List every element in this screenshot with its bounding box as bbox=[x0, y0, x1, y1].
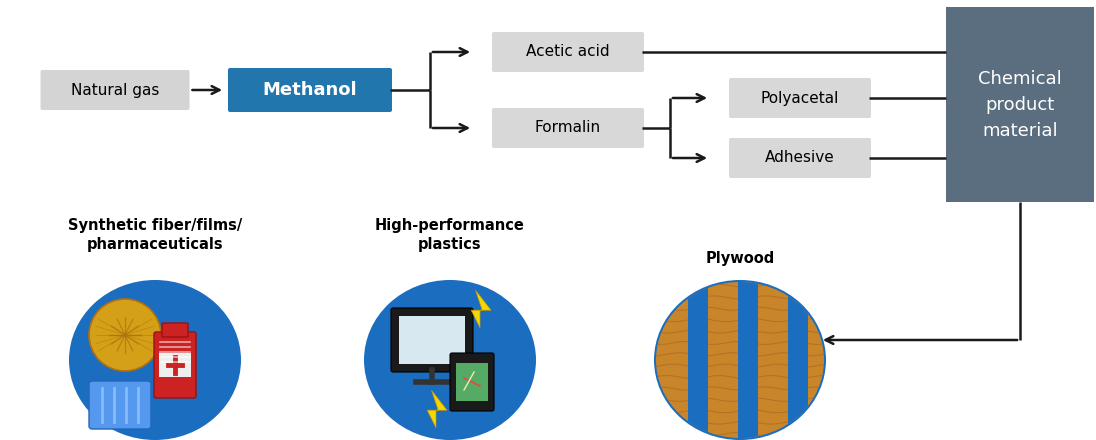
FancyBboxPatch shape bbox=[89, 381, 151, 429]
FancyBboxPatch shape bbox=[492, 108, 644, 148]
FancyBboxPatch shape bbox=[399, 316, 465, 364]
FancyBboxPatch shape bbox=[729, 138, 871, 178]
Text: Adhesive: Adhesive bbox=[765, 150, 835, 165]
FancyBboxPatch shape bbox=[729, 78, 871, 118]
FancyBboxPatch shape bbox=[492, 32, 644, 72]
Ellipse shape bbox=[69, 280, 241, 440]
Text: Acetic acid: Acetic acid bbox=[526, 44, 609, 59]
Text: Natural gas: Natural gas bbox=[71, 82, 159, 98]
Text: Methanol: Methanol bbox=[263, 81, 357, 99]
FancyBboxPatch shape bbox=[391, 308, 473, 372]
FancyBboxPatch shape bbox=[456, 363, 488, 401]
Text: High-performance
plastics: High-performance plastics bbox=[375, 218, 525, 252]
FancyBboxPatch shape bbox=[159, 353, 191, 377]
FancyBboxPatch shape bbox=[155, 332, 196, 398]
Text: Formalin: Formalin bbox=[535, 121, 601, 136]
FancyBboxPatch shape bbox=[688, 282, 708, 438]
FancyBboxPatch shape bbox=[162, 323, 189, 337]
FancyBboxPatch shape bbox=[738, 282, 758, 438]
FancyBboxPatch shape bbox=[450, 353, 494, 411]
Text: Chemical
product
material: Chemical product material bbox=[978, 70, 1062, 140]
Polygon shape bbox=[427, 390, 447, 428]
Polygon shape bbox=[471, 290, 491, 328]
Text: Synthetic fiber/films/
pharmaceuticals: Synthetic fiber/films/ pharmaceuticals bbox=[68, 218, 242, 252]
FancyBboxPatch shape bbox=[228, 68, 392, 112]
Ellipse shape bbox=[654, 280, 826, 440]
Text: Polyacetal: Polyacetal bbox=[761, 91, 840, 106]
Text: Plywood: Plywood bbox=[706, 251, 775, 266]
Ellipse shape bbox=[364, 280, 536, 440]
FancyBboxPatch shape bbox=[657, 282, 824, 438]
FancyBboxPatch shape bbox=[946, 7, 1094, 202]
FancyBboxPatch shape bbox=[788, 282, 808, 438]
FancyBboxPatch shape bbox=[41, 70, 190, 110]
Circle shape bbox=[89, 299, 161, 371]
